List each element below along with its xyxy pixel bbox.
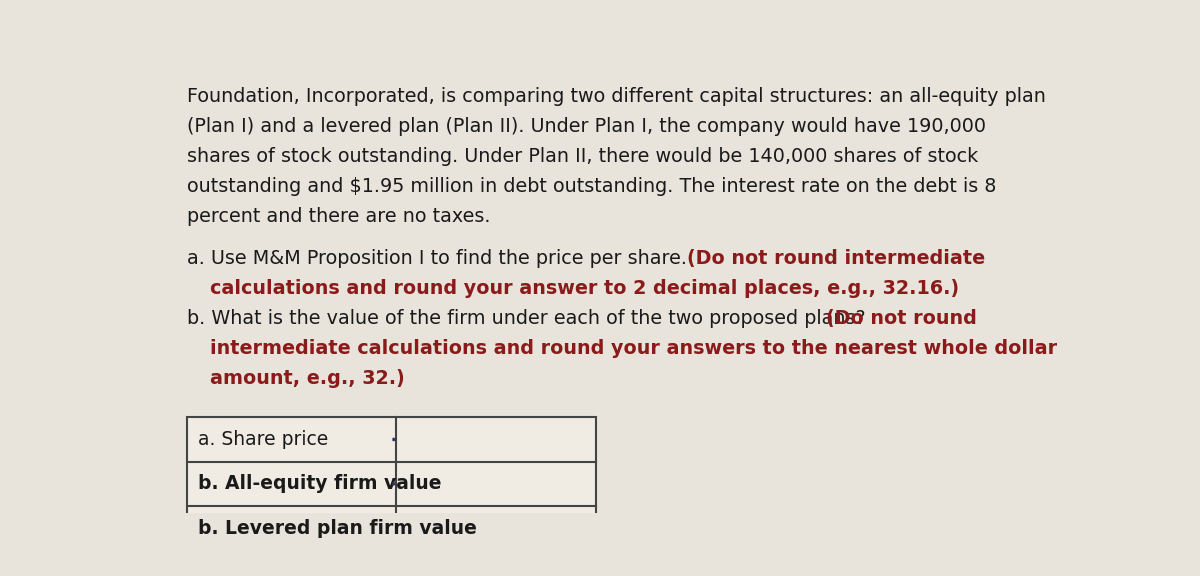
- Text: (Do not round intermediate: (Do not round intermediate: [688, 249, 985, 268]
- Polygon shape: [394, 527, 396, 529]
- Text: b. All-equity firm value: b. All-equity firm value: [198, 474, 442, 493]
- Text: amount, e.g., 32.): amount, e.g., 32.): [210, 369, 406, 388]
- Text: b. What is the value of the firm under each of the two proposed plans?: b. What is the value of the firm under e…: [187, 309, 872, 328]
- Polygon shape: [394, 483, 396, 485]
- Text: intermediate calculations and round your answers to the nearest whole dollar: intermediate calculations and round your…: [210, 339, 1057, 358]
- Text: calculations and round your answer to 2 decimal places, e.g., 32.16.): calculations and round your answer to 2 …: [210, 279, 960, 298]
- Text: (Do not round: (Do not round: [826, 309, 977, 328]
- Text: b. Levered plan firm value: b. Levered plan firm value: [198, 518, 478, 537]
- Text: Foundation, Incorporated, is comparing two different capital structures: an all-: Foundation, Incorporated, is comparing t…: [187, 87, 1046, 106]
- Text: shares of stock outstanding. Under Plan II, there would be 140,000 shares of sto: shares of stock outstanding. Under Plan …: [187, 147, 978, 166]
- Text: a. Share price: a. Share price: [198, 430, 329, 449]
- Text: (Plan I) and a levered plan (Plan II). Under Plan I, the company would have 190,: (Plan I) and a levered plan (Plan II). U…: [187, 117, 986, 136]
- Text: a. Use M&M Proposition I to find the price per share.: a. Use M&M Proposition I to find the pri…: [187, 249, 694, 268]
- Text: outstanding and $1.95 million in debt outstanding. The interest rate on the debt: outstanding and $1.95 million in debt ou…: [187, 177, 996, 196]
- Polygon shape: [394, 438, 396, 441]
- Text: percent and there are no taxes.: percent and there are no taxes.: [187, 207, 491, 226]
